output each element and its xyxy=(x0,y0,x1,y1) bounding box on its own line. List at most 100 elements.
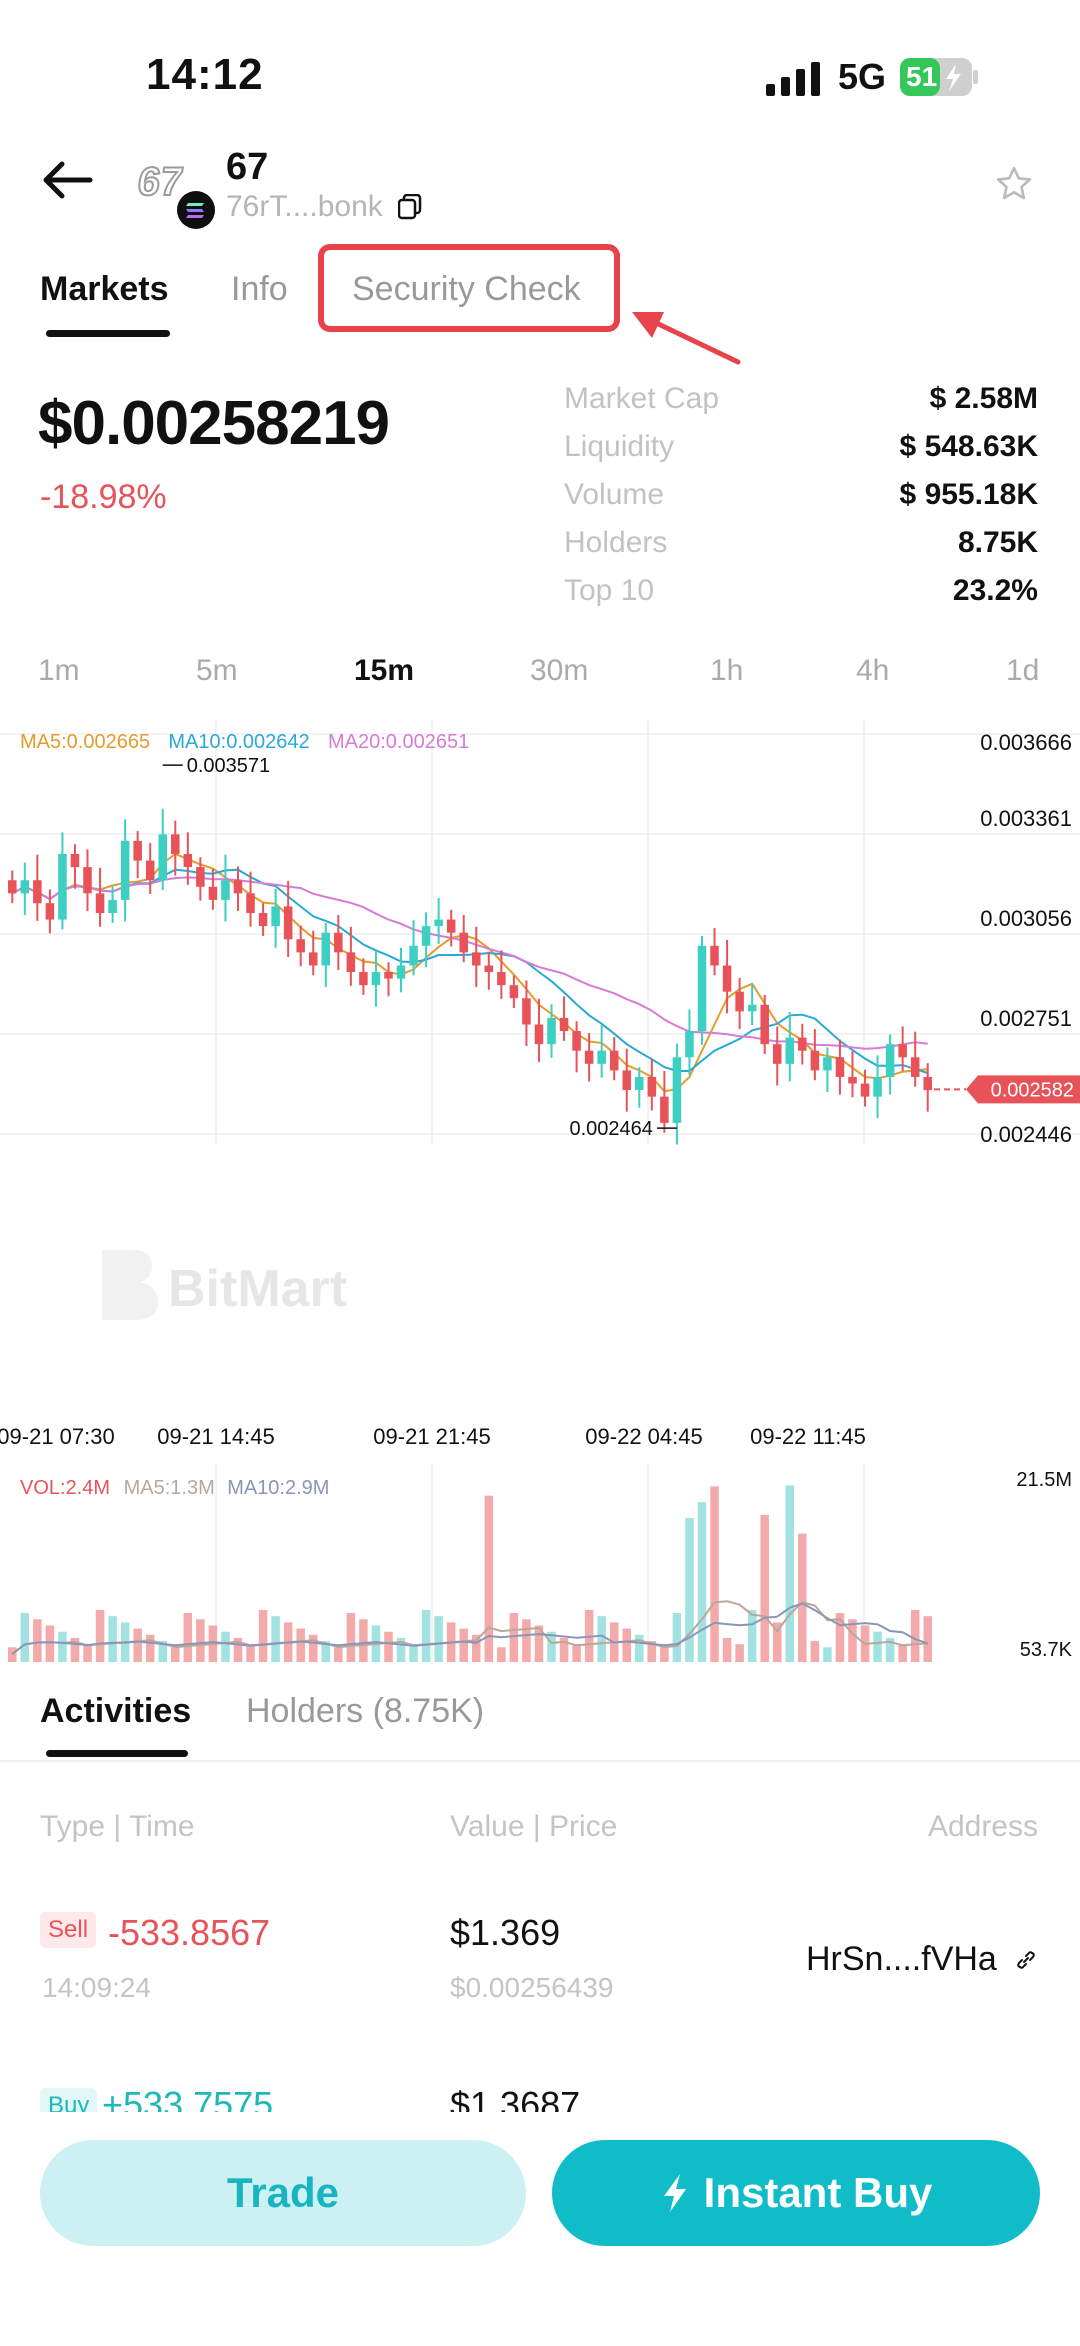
candle-body xyxy=(434,919,443,927)
trade-value: $1.369 xyxy=(450,1912,561,1953)
trade-button[interactable]: Trade xyxy=(40,2140,526,2246)
volume-ma10-line xyxy=(11,1602,929,1655)
timeframe-1d[interactable]: 1d xyxy=(1006,654,1040,687)
tab-holders[interactable]: Holders (8.75K) xyxy=(246,1692,485,1730)
stat-label-liquidity: Liquidity xyxy=(564,430,675,463)
volume-bar xyxy=(246,1644,255,1662)
table-row[interactable]: Buy +533.7575 $1.3687 xyxy=(0,2070,1080,2112)
volume-bar xyxy=(885,1637,895,1662)
stat-label-market-cap: Market Cap xyxy=(564,382,720,415)
volume-bar xyxy=(221,1631,230,1662)
volume-bar xyxy=(459,1628,468,1662)
volume-ma-lines xyxy=(11,1600,929,1655)
token-name: 67 xyxy=(226,146,269,188)
volume-bar xyxy=(484,1495,494,1662)
x-axis-labels: 09-21 07:30 09-21 14:45 09-21 21:45 09-22 0… xyxy=(0,1424,866,1449)
volume-bar xyxy=(898,1644,907,1662)
volume-bar xyxy=(823,1647,832,1662)
link-icon[interactable] xyxy=(1014,1948,1038,1972)
volume-bar xyxy=(8,1647,17,1662)
volume-bar xyxy=(384,1631,393,1662)
volume-bar xyxy=(672,1613,682,1662)
tab-info[interactable]: Info xyxy=(231,270,288,308)
trade-amount: -533.8567 xyxy=(108,1912,271,1953)
volume-bar xyxy=(33,1619,42,1662)
volume-bar xyxy=(873,1631,882,1662)
volume-bar xyxy=(685,1518,694,1662)
tab-security-check[interactable]: Security Check xyxy=(352,270,581,308)
timeframe-15m[interactable]: 15m xyxy=(354,654,415,687)
timeframe-30m[interactable]: 30m xyxy=(530,654,589,687)
back-arrow-icon[interactable] xyxy=(40,160,94,200)
trader-address[interactable]: HrSn....fVHa xyxy=(806,1940,997,1978)
x-tick-label: 09-22 04:45 xyxy=(585,1424,702,1449)
volume-bar xyxy=(396,1637,406,1662)
volume-bar xyxy=(559,1637,569,1662)
watermark-text: BitMart xyxy=(168,1260,347,1318)
candle-body xyxy=(8,880,17,894)
candle-body xyxy=(785,1037,795,1064)
tab-underline xyxy=(46,330,170,337)
volume-bar xyxy=(45,1625,55,1662)
type-badge: Sell xyxy=(40,1912,97,1948)
timeframe-1m[interactable]: 1m xyxy=(38,654,80,687)
volume-bar xyxy=(785,1485,795,1662)
stat-label-volume: Volume xyxy=(564,478,665,511)
price-change: -18.98% xyxy=(40,478,167,516)
volume-bar xyxy=(760,1514,769,1662)
volume-bar xyxy=(183,1613,193,1662)
volume-bars xyxy=(8,1485,932,1662)
annotation-arrow-icon xyxy=(632,312,741,365)
timeframe-4h[interactable]: 4h xyxy=(856,654,890,687)
candle-body xyxy=(171,834,180,854)
volume-bar xyxy=(421,1609,431,1662)
y-tick-label: 0.003361 xyxy=(980,806,1072,831)
timeframe-5m[interactable]: 5m xyxy=(196,654,238,687)
candle-body xyxy=(672,1057,682,1123)
volume-bar xyxy=(145,1634,155,1662)
y-tick-label: 0.002751 xyxy=(980,1006,1072,1031)
tab-activities[interactable]: Activities xyxy=(40,1692,192,1730)
candle-body xyxy=(848,1076,857,1084)
candle-body xyxy=(20,880,30,894)
volume-bar xyxy=(20,1613,30,1662)
volume-bar xyxy=(910,1609,920,1662)
volume-bar xyxy=(534,1625,544,1662)
volume-bar xyxy=(359,1619,368,1662)
candle-body xyxy=(522,998,531,1025)
candles xyxy=(8,808,932,1145)
instant-buy-label: Instant Buy xyxy=(703,2169,933,2216)
volume-bar xyxy=(547,1631,556,1662)
candle-body xyxy=(647,1076,657,1097)
stat-value-volume: $ 955.18K xyxy=(899,478,1038,511)
tab-markets[interactable]: Markets xyxy=(40,270,169,308)
candle-body xyxy=(798,1037,807,1051)
volume-bar xyxy=(233,1637,243,1662)
candle-body xyxy=(396,965,406,979)
timeframe-1h[interactable]: 1h xyxy=(710,654,744,687)
candle-body xyxy=(597,1050,606,1064)
volume-bar xyxy=(722,1637,732,1662)
candle-body xyxy=(685,1031,694,1058)
candle-body xyxy=(83,867,92,894)
candlestick-chart[interactable]: BitMart 0.003666 0.003361 0.003056 0.002751… xyxy=(0,718,1080,1678)
candle-body xyxy=(497,972,506,986)
watermark: BitMart xyxy=(102,1250,347,1320)
copy-icon[interactable] xyxy=(398,194,422,220)
candle-body xyxy=(196,867,205,887)
volume-bar xyxy=(83,1644,92,1662)
ma-legend-item: MA10:0.002642 xyxy=(168,731,309,753)
volume-legend-item: MA5:1.3M xyxy=(124,1477,215,1499)
candle-body xyxy=(898,1044,907,1058)
volume-bar xyxy=(271,1616,280,1662)
volume-bar xyxy=(321,1641,331,1662)
favorite-star-icon[interactable] xyxy=(994,164,1034,204)
x-tick-label: 09-22 11:45 xyxy=(750,1424,866,1449)
volume-bar xyxy=(497,1647,506,1662)
volume-bar xyxy=(509,1613,519,1662)
candle-body xyxy=(534,1024,544,1045)
volume-bar xyxy=(472,1634,481,1662)
volume-bar xyxy=(810,1641,820,1662)
volume-bar xyxy=(835,1613,845,1662)
instant-buy-button[interactable]: Instant Buy xyxy=(552,2140,1040,2246)
